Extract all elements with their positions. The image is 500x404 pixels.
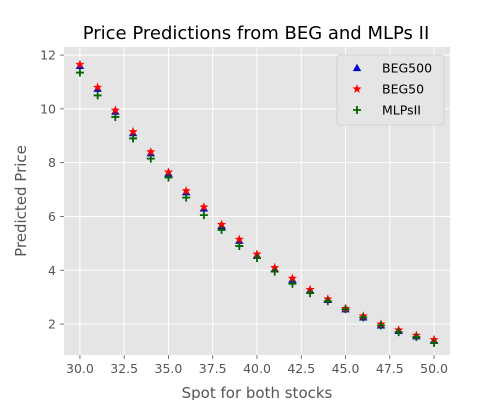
data-point-beg50	[163, 167, 174, 176]
data-point-mlpsii	[376, 321, 385, 330]
data-point-mlpsii	[270, 267, 279, 276]
data-point-beg50	[234, 234, 244, 244]
x-tick-label: 37.5	[199, 361, 227, 376]
legend-label: BEG500	[382, 61, 432, 76]
series-mlpsii	[75, 68, 439, 347]
legend-box	[336, 54, 445, 126]
data-point-beg50	[217, 219, 227, 229]
legend: BEG500 BEG50 MLPsII	[336, 54, 445, 126]
data-point-mlpsii	[288, 279, 297, 288]
data-point-beg50	[128, 126, 138, 136]
data-point-beg50	[270, 262, 280, 272]
data-point-beg50	[93, 82, 103, 92]
data-point-mlpsii	[146, 154, 155, 163]
y-axis-label: Predicted Price	[12, 145, 30, 257]
x-tick-label: 45.0	[332, 361, 360, 376]
data-point-beg50	[110, 105, 120, 115]
data-point-mlpsii	[412, 332, 421, 341]
data-point-mlpsii	[341, 305, 350, 314]
legend-item-beg500: BEG500	[352, 61, 432, 76]
data-point-mlpsii	[182, 193, 191, 202]
data-point-mlpsii	[217, 225, 226, 234]
data-point-beg50	[75, 59, 85, 69]
data-point-mlpsii	[430, 338, 439, 347]
x-tick-label: 42.5	[287, 361, 315, 376]
x-tick-label: 40.0	[243, 361, 271, 376]
data-point-mlpsii	[75, 68, 84, 77]
x-axis-label: Spot for both stocks	[182, 384, 333, 400]
y-tick-label: 8	[48, 155, 56, 170]
y-tick-label: 2	[48, 317, 56, 332]
legend-label: BEG50	[382, 82, 424, 97]
data-point-beg50	[146, 147, 156, 156]
x-tick-label: 30.0	[66, 361, 94, 376]
data-point-mlpsii	[394, 328, 403, 337]
legend-item-beg50: BEG50	[352, 82, 424, 97]
y-tick-label: 12	[40, 48, 56, 63]
data-point-mlpsii	[253, 254, 261, 263]
data-point-mlpsii	[359, 313, 368, 322]
data-point-mlpsii	[306, 289, 315, 298]
legend-label: MLPsII	[382, 103, 421, 118]
legend-item-mlpsii: MLPsII	[353, 103, 421, 118]
data-point-mlpsii	[235, 242, 244, 251]
x-tick-label: 32.5	[110, 361, 138, 376]
data-markers	[75, 59, 439, 347]
y-tick-label: 10	[40, 101, 56, 116]
data-point-mlpsii	[111, 112, 120, 121]
data-point-mlpsii	[93, 91, 102, 100]
x-tick-label: 47.5	[376, 361, 404, 376]
x-tick-label: 35.0	[155, 361, 183, 376]
data-point-beg50	[252, 249, 262, 259]
y-tick-label: 4	[48, 263, 56, 278]
data-point-beg50	[181, 186, 191, 195]
chart-title: Price Predictions from BEG and MLPs II	[83, 23, 430, 44]
legend-marker-beg500	[352, 63, 362, 72]
data-point-mlpsii	[323, 297, 332, 306]
axis-ticks: 30.0 32.5 35.0 37.5 40.0 42.5 45.0 47.5 50.0 2 4 6 8…	[40, 48, 448, 376]
x-tick-label: 50.0	[420, 361, 448, 376]
data-point-mlpsii	[164, 173, 173, 182]
legend-marker-beg50	[352, 84, 362, 93]
data-point-beg50	[287, 273, 297, 283]
legend-marker-mlpsii	[353, 106, 361, 114]
data-point-beg50	[199, 202, 209, 211]
y-tick-label: 6	[48, 209, 56, 224]
data-point-mlpsii	[129, 134, 138, 143]
data-point-mlpsii	[199, 211, 208, 220]
